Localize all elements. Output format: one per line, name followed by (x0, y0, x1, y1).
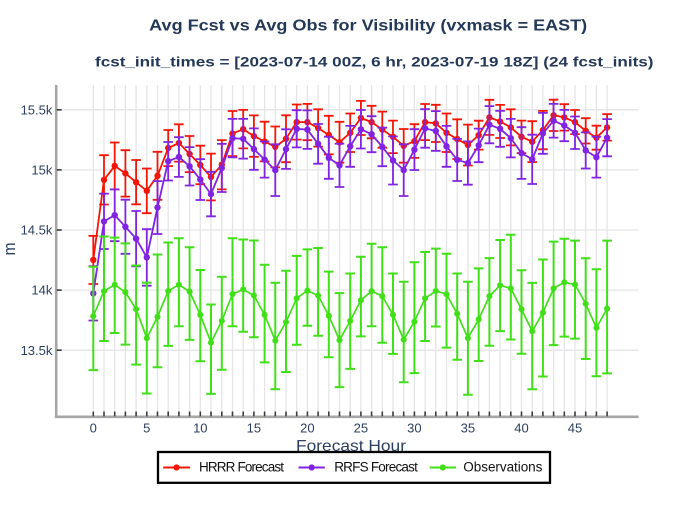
svg-text:15k: 15k (31, 163, 52, 178)
svg-text:25: 25 (354, 421, 368, 436)
svg-text:RRFS Forecast: RRFS Forecast (334, 460, 418, 475)
svg-text:Forecast Hour: Forecast Hour (296, 438, 407, 455)
svg-text:0: 0 (90, 421, 97, 436)
svg-text:Avg Fcst vs Avg Obs for Visibi: Avg Fcst vs Avg Obs for Visibility (vxma… (149, 18, 587, 35)
svg-text:14.5k: 14.5k (21, 223, 53, 238)
svg-text:15.5k: 15.5k (21, 102, 53, 117)
svg-text:fcst_init_times = [2023-07-14: fcst_init_times = [2023-07-14 00Z, 6 hr,… (95, 54, 654, 70)
svg-text:20: 20 (300, 421, 314, 436)
svg-text:14k: 14k (31, 283, 52, 298)
svg-text:13.5k: 13.5k (21, 343, 53, 358)
svg-text:45: 45 (568, 421, 582, 436)
svg-text:HRRR Forecast: HRRR Forecast (199, 460, 284, 475)
svg-text:5: 5 (143, 421, 150, 436)
svg-text:15: 15 (247, 421, 261, 436)
svg-text:35: 35 (461, 421, 475, 436)
svg-text:Observations: Observations (463, 460, 542, 475)
svg-text:40: 40 (514, 421, 528, 436)
svg-text:m: m (0, 243, 19, 256)
svg-text:30: 30 (407, 421, 421, 436)
svg-text:10: 10 (193, 421, 207, 436)
